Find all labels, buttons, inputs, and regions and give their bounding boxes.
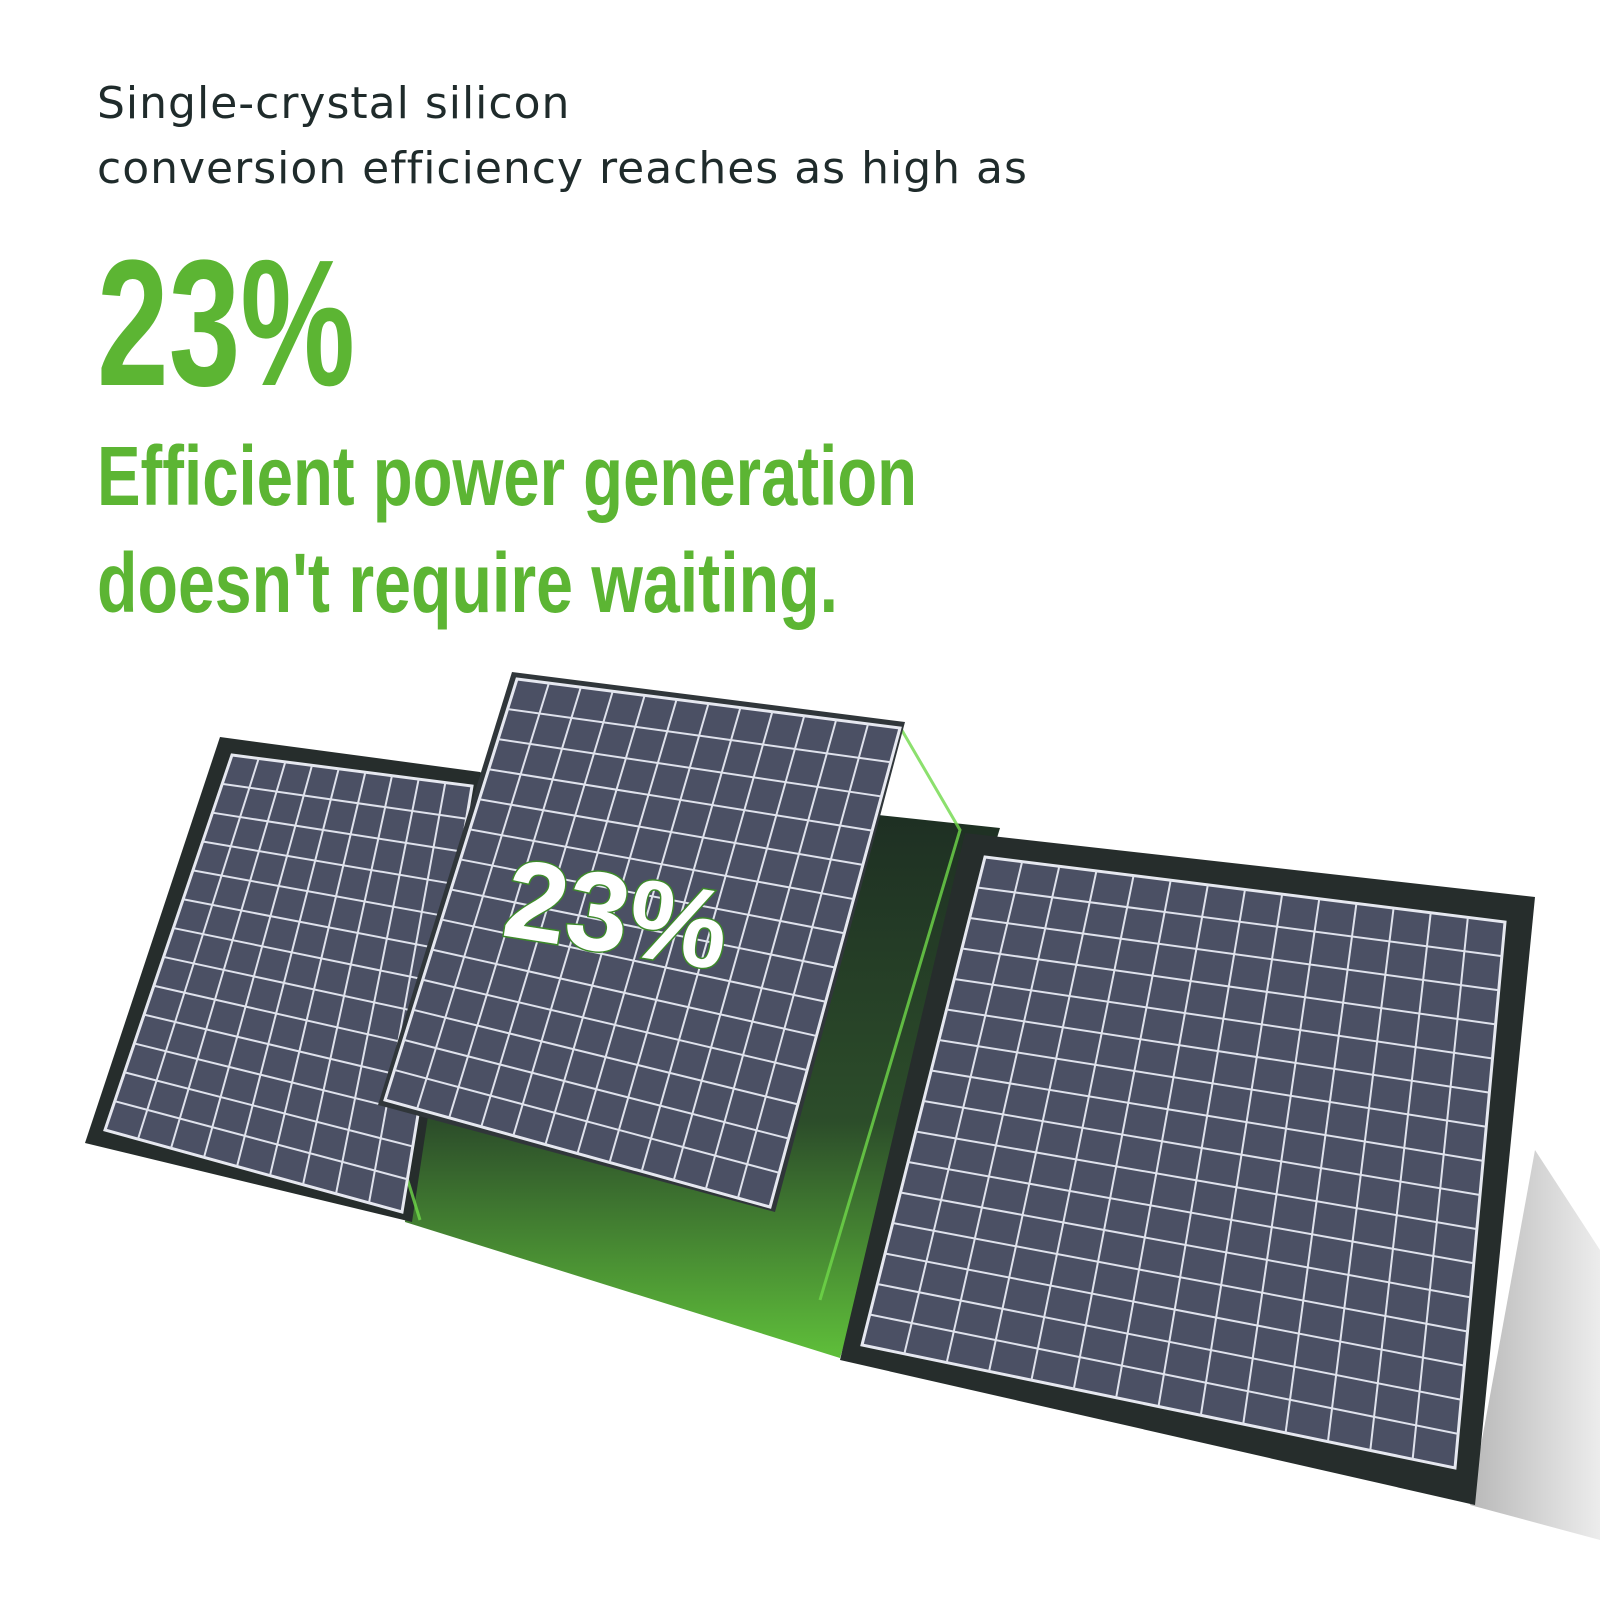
glow-edge — [818, 726, 962, 1301]
cell-line — [170, 761, 287, 1149]
cell-line — [884, 1252, 1465, 1367]
tagline-line: doesn't require waiting. — [97, 536, 838, 630]
cell-line — [938, 1039, 1487, 1128]
cell-line — [222, 782, 467, 820]
cell-line — [212, 811, 462, 853]
cell-line — [202, 840, 457, 886]
cell-line — [931, 1069, 1484, 1162]
cell-line — [946, 1008, 1490, 1094]
cell-line — [173, 927, 440, 984]
cell-line — [203, 765, 313, 1158]
cell-line — [192, 869, 451, 919]
cell-line — [413, 1008, 799, 1106]
cell-line — [153, 984, 430, 1050]
cell-line — [488, 768, 873, 832]
heading-line: conversion efficiency reaches as high as — [97, 143, 1028, 194]
cell-line — [134, 1042, 419, 1115]
cell-line — [450, 888, 836, 969]
cell-line — [954, 978, 1493, 1060]
cell-line — [422, 978, 808, 1072]
cell-line — [441, 918, 826, 1003]
highlight: 23% — [97, 223, 355, 424]
tagline-line: Efficient power generation — [97, 429, 917, 523]
cell-line — [497, 738, 882, 798]
cell-line — [479, 798, 864, 866]
cell-line — [907, 1161, 1474, 1265]
cell-line — [143, 1013, 424, 1082]
cell-line — [460, 858, 845, 935]
cell-line — [892, 1222, 1468, 1333]
cell-line — [877, 1283, 1462, 1401]
cell-line — [403, 1038, 789, 1140]
cell-line — [915, 1130, 1478, 1231]
cell-line — [137, 758, 260, 1140]
cell-line — [163, 955, 435, 1017]
cell-line — [269, 771, 367, 1176]
cell-line — [335, 778, 420, 1194]
cell-line — [368, 782, 447, 1204]
cell-line — [923, 1100, 1481, 1196]
cell-line — [961, 947, 1496, 1026]
cell-line — [969, 917, 1499, 992]
cell-line — [302, 775, 393, 1185]
cell-line — [114, 1100, 408, 1181]
cell-line — [900, 1191, 1471, 1299]
cell-line — [977, 886, 1503, 958]
cell-line — [507, 708, 891, 764]
cell-line — [431, 948, 817, 1037]
cell-line — [124, 1071, 414, 1148]
cell-line — [469, 828, 854, 901]
cell-line — [394, 1068, 780, 1174]
cell-line — [182, 898, 446, 951]
cell-line — [869, 1313, 1459, 1435]
heading-line: Single-crystal silicon — [97, 78, 570, 129]
cell-line — [236, 768, 340, 1167]
shadow — [1470, 1150, 1600, 1540]
